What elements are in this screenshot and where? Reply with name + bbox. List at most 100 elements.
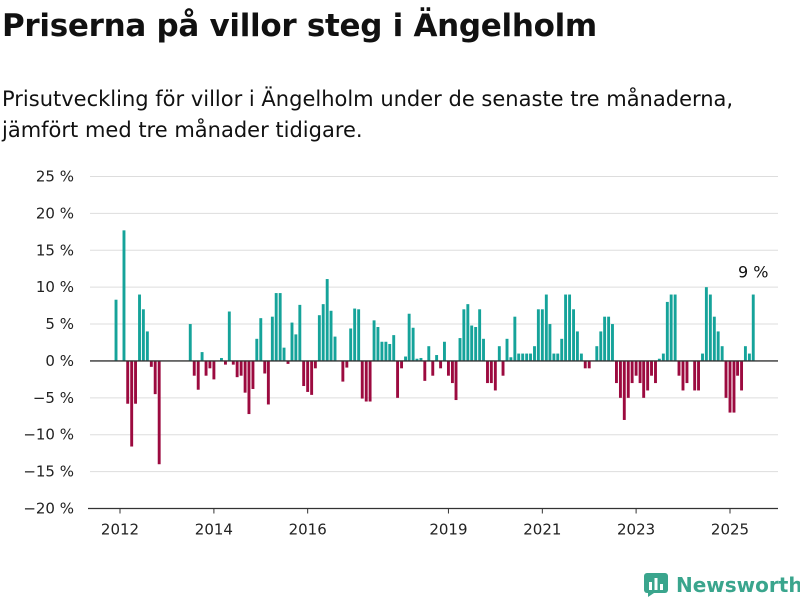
bar	[704, 287, 708, 361]
bar	[642, 360, 646, 398]
bar	[466, 304, 470, 361]
bar	[274, 293, 278, 361]
bar	[153, 360, 157, 395]
bar	[400, 360, 404, 369]
bar	[548, 324, 552, 361]
bar	[720, 346, 724, 361]
bar	[712, 316, 716, 361]
bar	[740, 360, 744, 391]
bar	[415, 358, 419, 361]
bar	[243, 360, 247, 393]
bar	[396, 360, 400, 398]
bar	[380, 341, 384, 361]
bar	[325, 279, 329, 361]
bar	[728, 360, 732, 413]
bar	[497, 346, 501, 361]
bar	[540, 309, 544, 361]
bar-chart: 25 % 20 % 15 % 10 % 5 % 0 % −5 % −10 % −15 % −20 …	[23, 168, 778, 539]
bar	[489, 360, 493, 384]
bar	[743, 346, 747, 361]
bar	[650, 360, 653, 376]
x-tick-label: 2012	[101, 521, 139, 539]
bar	[513, 316, 517, 361]
x-tick-label: 2023	[617, 521, 655, 539]
bar	[376, 327, 380, 361]
bar	[145, 331, 149, 361]
bar	[661, 353, 665, 361]
y-tick-label: 0 %	[45, 352, 74, 370]
bar	[149, 360, 153, 367]
bar	[188, 324, 192, 361]
bar	[368, 360, 372, 402]
bar	[227, 311, 231, 361]
bar	[224, 360, 227, 365]
bar	[200, 352, 204, 361]
bar	[333, 336, 337, 361]
bar	[353, 308, 357, 361]
newsworthy-brand: Newsworthy	[644, 570, 800, 600]
bar	[321, 304, 325, 361]
y-tick-label: 25 %	[36, 168, 74, 186]
bar	[630, 360, 634, 384]
bar	[626, 360, 630, 398]
bar	[736, 360, 740, 376]
bar	[478, 309, 482, 361]
bar	[572, 309, 575, 361]
bar	[130, 360, 134, 447]
bar	[595, 346, 599, 361]
bar	[220, 357, 223, 361]
bar	[443, 341, 446, 361]
bar	[568, 294, 572, 361]
bar	[298, 304, 302, 361]
y-tick-label: −15 %	[23, 463, 74, 481]
bar	[404, 356, 407, 361]
bar	[427, 346, 431, 361]
bar	[431, 360, 435, 376]
bar	[751, 294, 755, 361]
bar	[372, 320, 376, 361]
bar	[126, 360, 130, 404]
bar	[294, 334, 298, 361]
bar	[669, 294, 673, 361]
bar	[192, 360, 196, 376]
bar	[290, 322, 294, 361]
bar	[673, 294, 677, 361]
x-tick-label: 2019	[429, 521, 467, 539]
bar	[599, 331, 603, 361]
bar	[313, 360, 317, 369]
bar	[317, 315, 321, 361]
bar	[583, 360, 587, 369]
chart-subtitle: Prisutveckling för villor i Ängelholm un…	[2, 87, 734, 142]
bar	[345, 360, 349, 368]
bar	[329, 310, 333, 361]
x-tick-label: 2021	[523, 521, 561, 539]
bar	[603, 316, 607, 361]
y-tick-label: 20 %	[36, 204, 74, 222]
bar	[255, 338, 259, 361]
bar	[646, 360, 650, 391]
brand-name: Newsworthy	[676, 573, 800, 597]
bar	[521, 353, 525, 361]
bar	[493, 360, 497, 391]
bar	[141, 309, 145, 361]
bar	[552, 353, 556, 361]
bar	[122, 230, 126, 361]
bar	[114, 299, 118, 361]
bar	[212, 360, 216, 380]
bar	[439, 360, 443, 369]
y-tick-label: −10 %	[23, 426, 74, 444]
bar	[474, 327, 478, 361]
axes	[88, 360, 778, 514]
bar	[388, 343, 392, 361]
bar	[446, 360, 450, 376]
bar	[302, 360, 306, 387]
y-tick-label: −20 %	[23, 500, 74, 518]
bar	[525, 353, 529, 361]
bar	[454, 360, 458, 401]
bar	[266, 360, 270, 405]
bar	[239, 360, 243, 376]
x-tick-label: 2025	[711, 521, 749, 539]
bar	[579, 353, 583, 361]
bar	[517, 353, 521, 361]
bar	[419, 357, 423, 361]
